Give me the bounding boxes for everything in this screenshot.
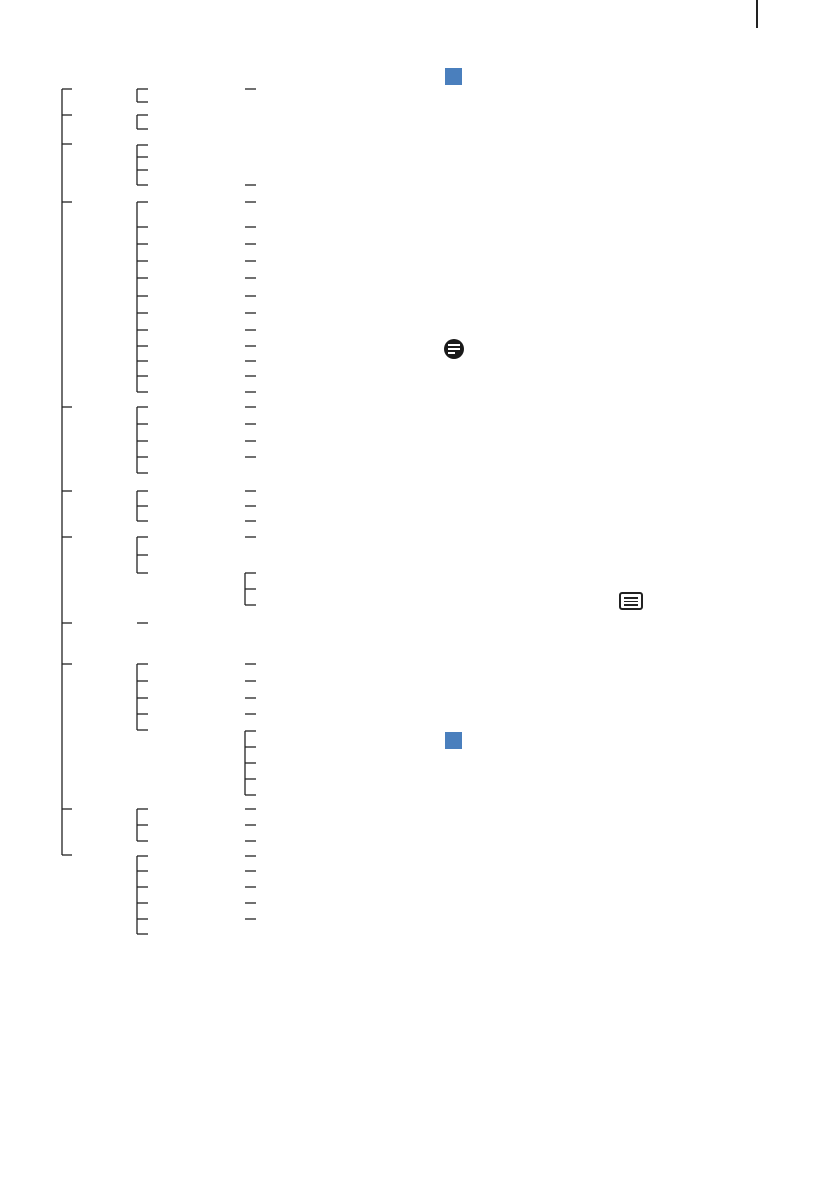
menu-icon xyxy=(619,592,643,610)
page-edge-line xyxy=(756,0,758,28)
section-marker-icon xyxy=(445,68,462,85)
section-marker-icon xyxy=(445,732,462,749)
note-icon xyxy=(444,339,464,359)
